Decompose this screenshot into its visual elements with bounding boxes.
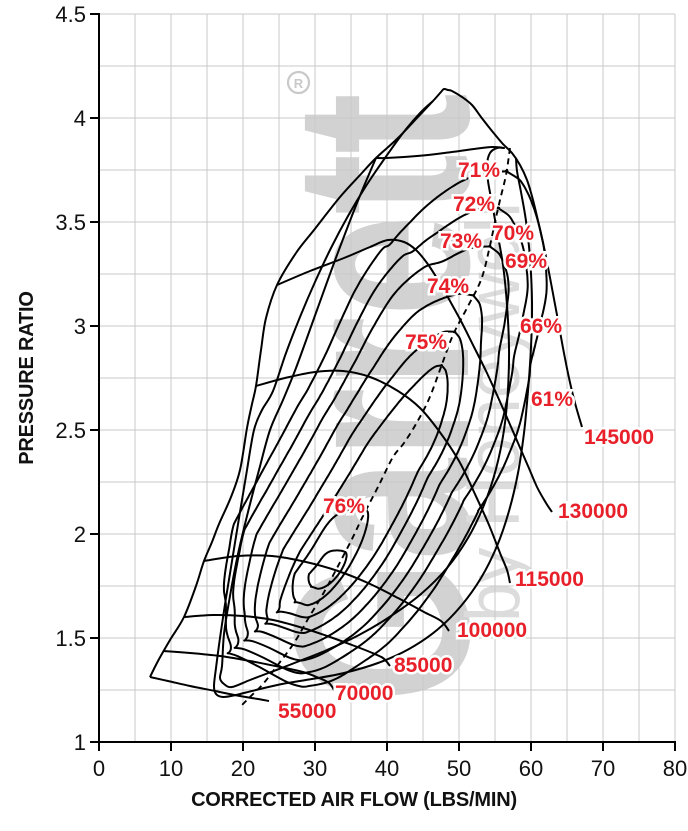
svg-text:70000: 70000 <box>335 682 393 705</box>
svg-text:71%: 71% <box>458 159 500 182</box>
svg-text:75%: 75% <box>405 331 447 354</box>
svg-text:115000: 115000 <box>515 568 584 591</box>
svg-text:50: 50 <box>447 756 471 781</box>
svg-text:40: 40 <box>375 756 399 781</box>
svg-text:0: 0 <box>93 756 105 781</box>
svg-text:85000: 85000 <box>394 654 452 677</box>
svg-text:69%: 69% <box>505 250 547 273</box>
svg-text:55000: 55000 <box>278 700 336 723</box>
svg-text:60: 60 <box>519 756 543 781</box>
svg-text:61%: 61% <box>531 388 573 411</box>
svg-text:130000: 130000 <box>558 500 628 523</box>
svg-text:4.5: 4.5 <box>55 2 86 27</box>
svg-text:145000: 145000 <box>584 426 654 449</box>
svg-text:10: 10 <box>159 756 183 781</box>
svg-text:2: 2 <box>74 522 86 547</box>
svg-text:4: 4 <box>74 106 86 131</box>
svg-text:100000: 100000 <box>457 619 527 642</box>
svg-text:1.5: 1.5 <box>55 626 86 651</box>
svg-text:3: 3 <box>74 314 86 339</box>
svg-text:1: 1 <box>74 730 86 755</box>
svg-text:3.5: 3.5 <box>55 210 86 235</box>
svg-text:70%: 70% <box>492 222 534 245</box>
svg-text:CORRECTED AIR FLOW (LBS/MIN): CORRECTED AIR FLOW (LBS/MIN) <box>191 789 517 811</box>
svg-text:70: 70 <box>591 756 615 781</box>
svg-text:20: 20 <box>231 756 255 781</box>
svg-text:30: 30 <box>303 756 327 781</box>
svg-text:PRESSURE RATIO: PRESSURE RATIO <box>16 291 38 465</box>
svg-text:76%: 76% <box>323 495 365 518</box>
svg-text:73%: 73% <box>440 230 482 253</box>
svg-text:74%: 74% <box>427 275 469 298</box>
svg-text:72%: 72% <box>453 193 495 216</box>
svg-text:2.5: 2.5 <box>55 418 86 443</box>
svg-text:80: 80 <box>663 756 687 781</box>
svg-text:66%: 66% <box>520 315 562 338</box>
svg-text:R: R <box>294 76 304 91</box>
